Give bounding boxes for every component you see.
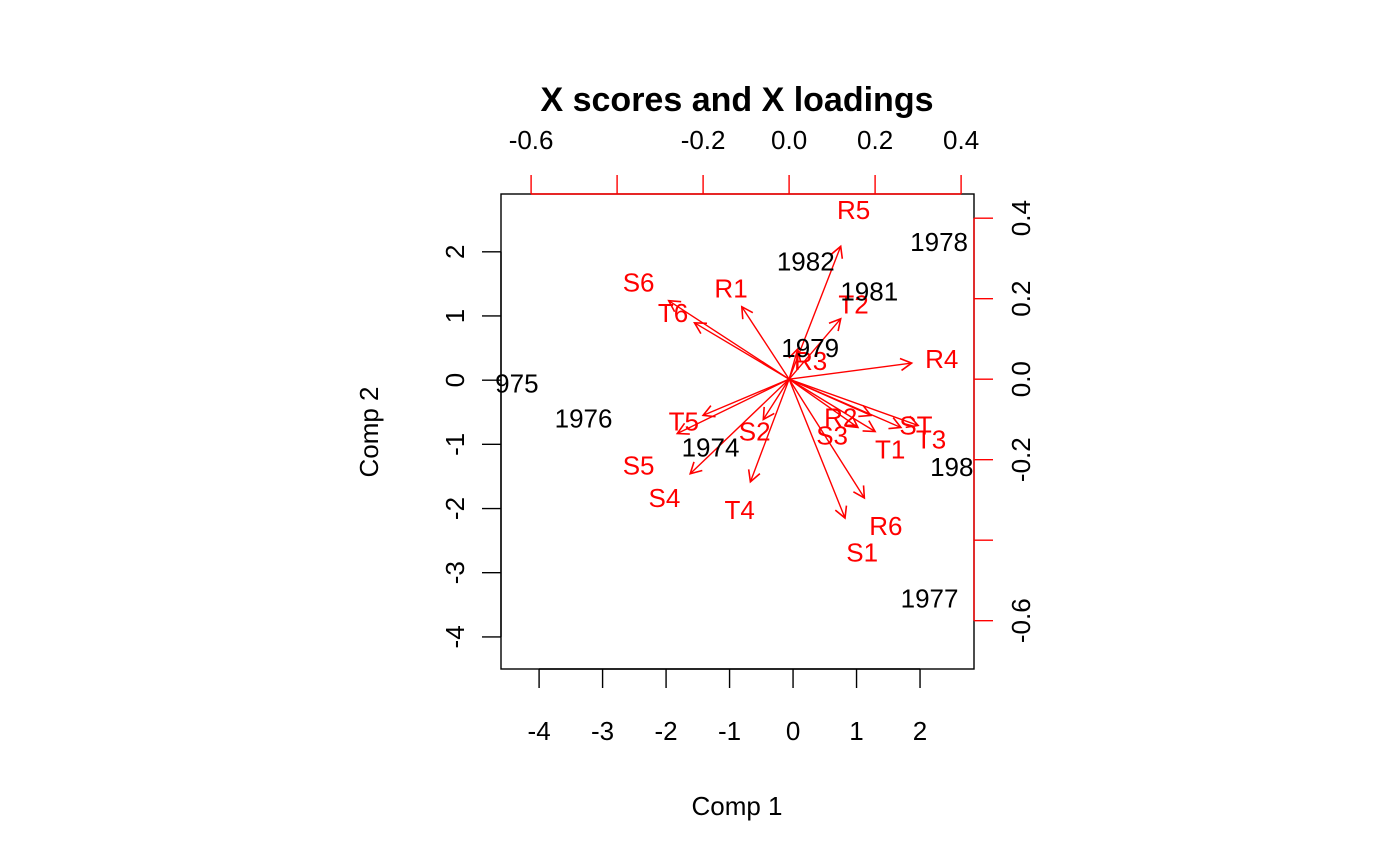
- chart-title: X scores and X loadings: [540, 81, 933, 119]
- score-label: 1979: [781, 333, 839, 363]
- score-label: 975: [495, 368, 538, 398]
- x-axis-label: Comp 1: [691, 791, 782, 821]
- loading-arrow: [788, 347, 802, 380]
- right-tick-label: 0.4: [1006, 200, 1036, 236]
- loading-arrow: [693, 321, 790, 380]
- loading-arrow: [688, 378, 790, 475]
- bottom-tick-label: -3: [591, 716, 614, 746]
- loading-arrow: [788, 378, 903, 430]
- score-label: 1977: [901, 583, 959, 613]
- loading-label: S4: [648, 483, 680, 513]
- top-tick-label: 0.4: [943, 125, 979, 155]
- left-tick-label: 0: [440, 373, 470, 387]
- left-tick-label: -4: [440, 625, 470, 648]
- loading-arrow: [762, 378, 790, 421]
- loading-label: T2: [838, 290, 868, 320]
- loading-label: T1: [875, 435, 905, 465]
- loading-label: S5: [623, 451, 655, 481]
- top-tick-label: 0.0: [771, 125, 807, 155]
- score-label: 1978: [910, 227, 968, 257]
- right-tick-label: -0.2: [1006, 437, 1036, 482]
- loading-arrow: [788, 378, 866, 500]
- loading-label: T6: [658, 298, 688, 328]
- left-tick-label: 1: [440, 309, 470, 323]
- left-axis: 2 1 0 -1 -2 -3 -4: [440, 245, 502, 648]
- loading-label: T4: [724, 495, 754, 525]
- left-tick-label: -3: [440, 561, 470, 584]
- loading-arrow: [789, 357, 914, 380]
- right-axis: 0.4 0.2 0.0 -0.2 -0.6: [973, 200, 1036, 643]
- left-tick-label: -2: [440, 497, 470, 520]
- loading-label: S3: [816, 421, 848, 451]
- bottom-tick-label: 2: [913, 716, 927, 746]
- bottom-tick-label: -1: [718, 716, 741, 746]
- loading-arrow: [701, 378, 790, 418]
- score-label: 1976: [555, 404, 613, 434]
- loading-arrow: [788, 378, 848, 520]
- score-label: 1974: [682, 433, 740, 463]
- top-tick-label: 0.2: [857, 125, 893, 155]
- right-tick-label: 0.0: [1006, 361, 1036, 397]
- loading-label: R3: [794, 346, 827, 376]
- loading-label: S1: [846, 537, 878, 567]
- score-label: 1981: [840, 277, 898, 307]
- bottom-tick-label: 1: [849, 716, 863, 746]
- left-tick-label: -1: [440, 433, 470, 456]
- loading-label: ST: [899, 410, 932, 440]
- loading-arrow: [788, 378, 860, 429]
- loading-label: R5: [837, 195, 870, 225]
- loading-arrow: [675, 378, 790, 435]
- right-tick-label: -0.6: [1006, 598, 1036, 643]
- top-axis: -0.6 -0.2 0.0 0.2 0.4: [509, 125, 979, 195]
- loading-arrow: [740, 305, 790, 380]
- top-tick-label: -0.6: [509, 125, 554, 155]
- loading-arrow: [667, 299, 790, 380]
- bottom-tick-label: 0: [786, 716, 800, 746]
- right-tick-label: 0.2: [1006, 281, 1036, 317]
- loading-label: R6: [869, 511, 902, 541]
- bottom-tick-label: -2: [655, 716, 678, 746]
- loading-label: S6: [623, 268, 655, 298]
- bottom-tick-label: -4: [528, 716, 551, 746]
- loading-arrow: [788, 317, 842, 380]
- bottom-axis: -4 -3 -2 -1 0 1 2: [528, 668, 927, 746]
- loading-label: R1: [714, 274, 747, 304]
- loading-arrow: [788, 378, 877, 433]
- left-tick-label: 2: [440, 245, 470, 259]
- y-axis-label: Comp 2: [354, 386, 384, 477]
- loading-label: R4: [925, 344, 958, 374]
- top-tick-label: -0.2: [681, 125, 726, 155]
- score-label: 198: [930, 452, 973, 482]
- loading-label: T3: [916, 425, 946, 455]
- loading-arrow: [747, 378, 790, 484]
- score-label: 1982: [777, 246, 835, 276]
